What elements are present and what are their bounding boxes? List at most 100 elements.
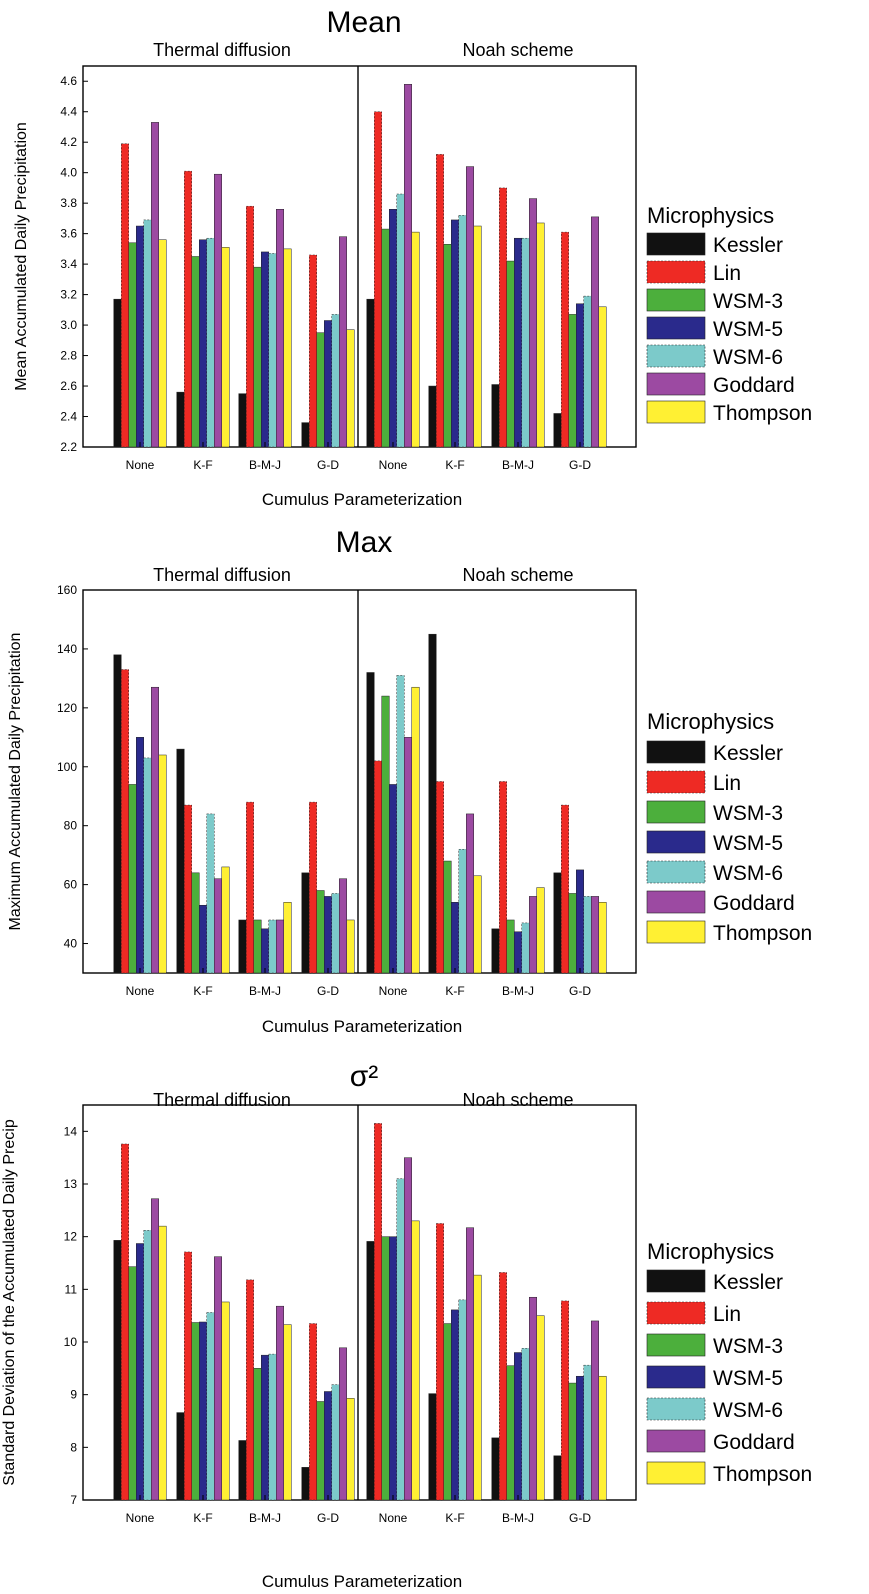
bar-goddard: [404, 1157, 412, 1501]
bar-wsm-3: [253, 1368, 262, 1501]
bar-wsm-5: [261, 251, 269, 448]
x-tick-label: G-D: [569, 1511, 591, 1525]
bar-wsm-5: [514, 237, 522, 448]
bar-wsm-3: [381, 1236, 390, 1501]
legend-swatch-kessler: [646, 1269, 706, 1293]
bar-lin: [309, 254, 317, 448]
x-tick-label: B-M-J: [502, 984, 534, 998]
bar-thompson: [473, 225, 482, 448]
bar-wsm-5: [451, 219, 459, 448]
bar-wsm-5: [136, 1243, 144, 1501]
y-tick-label: 3.6: [60, 227, 77, 241]
bar-kessler: [238, 1440, 247, 1501]
y-tick-label: 4.0: [60, 166, 77, 180]
bar-wsm-5: [389, 1236, 397, 1501]
bar-thompson: [158, 754, 167, 974]
y-tick-label: 4.2: [60, 135, 77, 149]
bar-thompson: [346, 1398, 355, 1501]
bar-kessler: [366, 1241, 375, 1501]
legend-swatch-lin: [646, 1301, 706, 1325]
y-tick-label: 11: [65, 1282, 78, 1296]
bar-goddard: [151, 1198, 159, 1501]
bar-wsm-3: [443, 1323, 452, 1501]
y-axis-label: Mean Accumulated Daily Precipitation: [13, 122, 30, 391]
bar-kessler: [366, 298, 375, 448]
bar-kessler: [428, 385, 437, 448]
legend-label-wsm-3: WSM-3: [713, 290, 783, 313]
bar-thompson: [283, 902, 292, 974]
bar-wsm-5: [576, 303, 584, 448]
plot-frame: [82, 589, 637, 974]
bar-wsm-5: [451, 902, 459, 974]
bar-wsm-3: [253, 919, 262, 974]
bar-lin: [561, 231, 569, 448]
bar-kessler: [301, 422, 310, 448]
bar-wsm-5: [451, 1309, 459, 1501]
x-tick-label: B-M-J: [249, 1511, 281, 1525]
x-tick-label: G-D: [569, 984, 591, 998]
legend-swatch-goddard: [646, 890, 706, 914]
bar-thompson: [283, 1324, 292, 1501]
bar-thompson: [598, 1375, 607, 1501]
bar-wsm-6: [143, 757, 152, 974]
legend-title: Microphysics: [647, 1239, 774, 1264]
legend-label-lin: Lin: [713, 772, 741, 795]
bar-wsm-3: [316, 1401, 325, 1501]
bar-lin: [184, 170, 192, 448]
legend-swatch-kessler: [646, 232, 706, 256]
bar-wsm-6: [206, 1312, 215, 1501]
bar-thompson: [536, 1315, 545, 1501]
bar-wsm-3: [381, 228, 390, 448]
bar-wsm-5: [324, 320, 332, 448]
y-tick-label: 14: [64, 1124, 78, 1138]
bar-kessler: [301, 1467, 310, 1501]
bar-goddard: [339, 1347, 347, 1501]
panel-label-noah: Noah scheme: [462, 565, 573, 585]
bar-lin: [309, 801, 317, 974]
bar-lin: [436, 781, 444, 974]
bar-wsm-3: [316, 332, 325, 448]
bar-lin: [499, 781, 507, 974]
legend-title: Microphysics: [647, 709, 774, 734]
bar-kessler: [553, 872, 562, 974]
y-tick-label: 40: [64, 937, 78, 951]
bar-thompson: [221, 1301, 230, 1501]
bar-wsm-5: [576, 869, 584, 974]
bar-goddard: [591, 216, 599, 448]
bar-goddard: [529, 198, 537, 448]
bar-goddard: [214, 173, 222, 448]
bar-wsm-6: [458, 1299, 467, 1501]
chart-title: Max: [336, 526, 393, 559]
y-tick-label: 2.4: [60, 410, 77, 424]
legend-label-thompson: Thompson: [713, 922, 812, 945]
bar-goddard: [466, 813, 474, 974]
x-tick-label: G-D: [317, 984, 339, 998]
legend-label-wsm-5: WSM-5: [713, 318, 783, 341]
bar-wsm-6: [206, 237, 215, 448]
bar-wsm-3: [381, 695, 390, 974]
legend-swatch-thompson: [646, 1461, 706, 1485]
legend-label-kessler: Kessler: [713, 742, 783, 765]
bar-wsm-3: [568, 1382, 577, 1501]
bar-goddard: [404, 737, 412, 974]
bar-goddard: [276, 209, 284, 448]
plot-frame: [82, 65, 637, 448]
panel-label-thermal: Thermal diffusion: [153, 565, 291, 585]
x-tick-label: None: [126, 984, 155, 998]
bar-goddard: [466, 166, 474, 448]
bar-goddard: [151, 686, 159, 974]
legend-swatch-wsm-3: [646, 1333, 706, 1357]
plot-frame: [82, 1104, 637, 1501]
bar-wsm-3: [191, 1322, 200, 1501]
bar-wsm-3: [506, 1365, 515, 1501]
legend-swatch-wsm-3: [646, 800, 706, 824]
legend-swatch-wsm-3: [646, 288, 706, 312]
bar-kessler: [491, 1437, 500, 1501]
bar-goddard: [214, 1256, 222, 1501]
bar-kessler: [176, 391, 185, 448]
x-tick-label: K-F: [445, 458, 464, 472]
bar-wsm-6: [331, 893, 340, 974]
y-tick-label: 2.8: [60, 349, 77, 363]
bar-wsm-6: [268, 1353, 277, 1501]
y-tick-label: 7: [70, 1493, 77, 1507]
